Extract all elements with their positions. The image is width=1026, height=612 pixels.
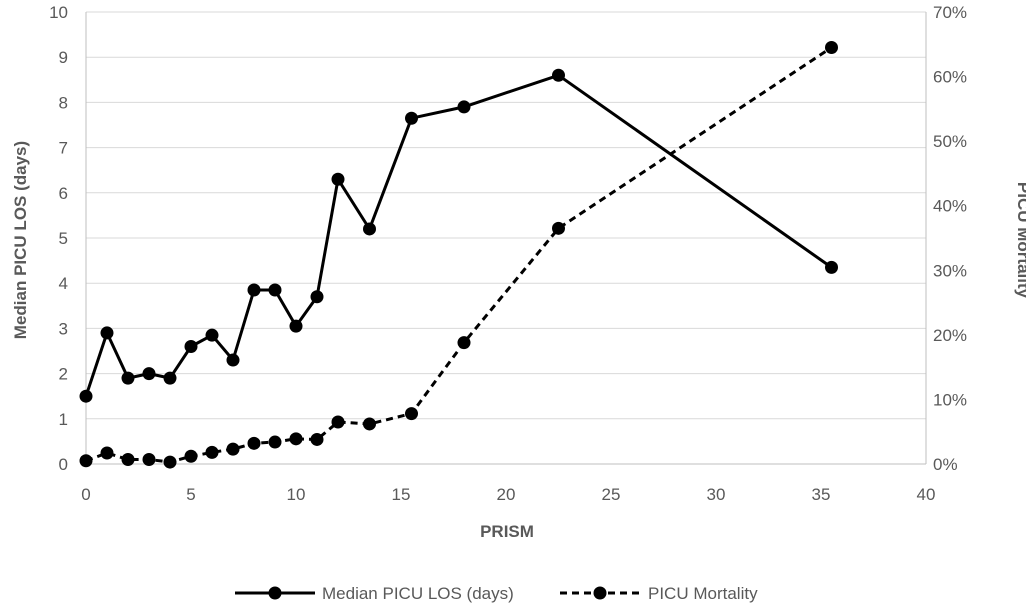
- series-point-los: [121, 371, 135, 385]
- y2-tick-label-20pct: 20%: [933, 326, 967, 345]
- legend-item-mortality: PICU Mortality: [560, 584, 758, 603]
- series-point-mortality: [184, 449, 198, 463]
- x-axis-ticks: 0 5 10 15 20 25 30 35 40: [81, 485, 935, 504]
- y-tick-label-6: 6: [59, 184, 68, 203]
- legend-los-label: Median PICU LOS (days): [322, 584, 514, 603]
- series-point-mortality: [405, 407, 418, 421]
- axes: [85, 12, 927, 465]
- legend: Median PICU LOS (days) PICU Mortality: [235, 584, 758, 603]
- x-tick-label-20: 20: [497, 485, 516, 504]
- series-point-mortality: [457, 336, 471, 350]
- series-point-los: [100, 326, 114, 340]
- series-point-los: [205, 328, 219, 342]
- x-tick-label-40: 40: [917, 485, 936, 504]
- y2-tick-label-0pct: 0%: [933, 455, 958, 474]
- y2-tick-label-60pct: 60%: [933, 68, 967, 87]
- series-point-mortality: [205, 445, 219, 459]
- x-tick-label-5: 5: [186, 485, 195, 504]
- y2-tick-label-30pct: 30%: [933, 261, 967, 280]
- y-tick-label-3: 3: [59, 319, 68, 338]
- series-point-los: [363, 222, 376, 236]
- series-point-mortality: [363, 417, 376, 431]
- y-tick-label-0: 0: [59, 455, 68, 474]
- series-point-mortality: [100, 446, 114, 460]
- series-point-mortality: [331, 415, 345, 429]
- y-tick-label-10: 10: [49, 3, 68, 22]
- y-tick-label-5: 5: [59, 229, 68, 248]
- y2-tick-label-50pct: 50%: [933, 132, 967, 151]
- series-point-los: [310, 290, 324, 304]
- y2-tick-label-70pct: 70%: [933, 3, 967, 22]
- series-layer: [79, 41, 838, 469]
- series-point-los: [226, 353, 240, 367]
- y2-tick-label-10pct: 10%: [933, 390, 967, 409]
- left-y-axis-ticks: 0 1 2 3 4 5 6 7 8 9 10: [49, 3, 68, 474]
- series-point-los: [552, 68, 565, 82]
- y-tick-label-2: 2: [59, 365, 68, 384]
- legend-item-los: Median PICU LOS (days): [235, 584, 514, 603]
- series-point-mortality: [163, 455, 177, 469]
- legend-mortality-label: PICU Mortality: [648, 584, 758, 603]
- x-tick-label-35: 35: [812, 485, 831, 504]
- series-point-los: [405, 111, 418, 125]
- x-tick-label-25: 25: [602, 485, 621, 504]
- right-y-axis-ticks: 0% 10% 20% 30% 40% 50% 60% 70%: [933, 3, 967, 474]
- x-tick-label-15: 15: [392, 485, 411, 504]
- series-point-mortality: [268, 435, 282, 449]
- series-line-los: [84, 73, 833, 397]
- gridlines: [86, 11, 926, 420]
- left-y-axis-title: Median PICU LOS (days): [11, 141, 30, 339]
- y-tick-label-7: 7: [59, 139, 68, 158]
- series-point-los: [457, 100, 471, 114]
- y-tick-label-4: 4: [59, 274, 68, 293]
- y-tick-label-9: 9: [59, 48, 68, 67]
- x-tick-label-30: 30: [707, 485, 726, 504]
- series-point-mortality: [226, 442, 240, 456]
- series-point-los: [247, 283, 261, 297]
- y-tick-label-8: 8: [59, 93, 68, 112]
- series-point-mortality: [825, 41, 838, 55]
- series-point-los: [331, 172, 345, 186]
- series-point-los: [825, 260, 838, 274]
- series-point-mortality: [247, 436, 261, 450]
- series-point-los: [184, 339, 198, 353]
- x-tick-label-0: 0: [81, 485, 90, 504]
- series-point-mortality: [310, 432, 324, 446]
- x-axis-title: PRISM: [480, 522, 534, 541]
- y-tick-label-1: 1: [59, 410, 68, 429]
- series-point-los: [142, 367, 156, 381]
- series-point-los: [289, 319, 303, 333]
- series-point-los: [163, 371, 177, 385]
- series-point-mortality: [79, 454, 93, 468]
- series-point-mortality: [121, 452, 135, 466]
- series-point-los: [79, 389, 93, 403]
- x-tick-label-10: 10: [287, 485, 306, 504]
- legend-los-marker: [268, 586, 282, 600]
- series-point-mortality: [142, 452, 156, 466]
- series-point-mortality: [289, 432, 303, 446]
- legend-mortality-marker: [593, 586, 607, 600]
- series-point-mortality: [552, 221, 565, 235]
- right-y-axis-title: PICU Mortality: [1014, 182, 1026, 299]
- y2-tick-label-40pct: 40%: [933, 197, 967, 216]
- series-point-los: [268, 283, 282, 297]
